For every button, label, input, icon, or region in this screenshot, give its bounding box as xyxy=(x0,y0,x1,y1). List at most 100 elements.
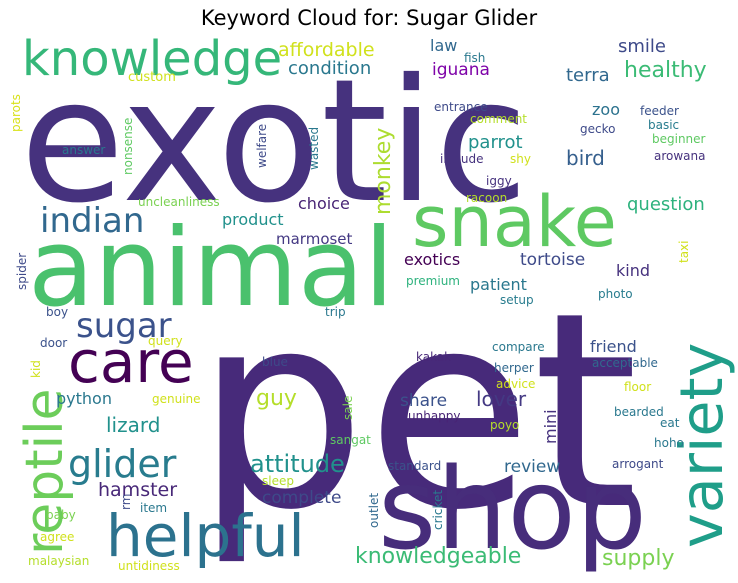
word-variety: variety xyxy=(667,343,736,548)
word-tortoise: tortoise xyxy=(520,250,585,270)
word-iggy: iggy xyxy=(486,174,512,188)
word-answer: answer xyxy=(62,143,105,157)
word-shy: shy xyxy=(510,152,531,166)
word-law: law xyxy=(430,36,457,55)
word-compare: compare xyxy=(492,340,545,354)
word-animal: animal xyxy=(28,206,394,331)
word-basic: basic xyxy=(648,118,679,132)
word-nonsense: nonsense xyxy=(121,118,135,175)
word-shop: shop xyxy=(378,445,647,575)
word-custom: custom xyxy=(128,70,176,85)
word-beginner: beginner xyxy=(652,132,706,146)
word-reptile: reptile xyxy=(15,388,75,555)
word-door: door xyxy=(40,336,67,350)
word-supply: supply xyxy=(602,546,674,571)
word-photo: photo xyxy=(598,287,633,301)
word-genuine: genuine xyxy=(152,392,201,406)
word-blue: blue xyxy=(262,355,288,369)
word-knowledgeable: knowledgeable xyxy=(355,544,521,569)
word-pet: pet xyxy=(195,254,638,569)
word-healthy: healthy xyxy=(624,58,707,83)
word-setup: setup xyxy=(500,293,534,307)
word-indian: indian xyxy=(40,201,144,241)
word-gecko: gecko xyxy=(580,122,615,136)
chart-title: Keyword Cloud for: Sugar Glider xyxy=(200,6,538,30)
word-patient: patient xyxy=(470,275,527,294)
word-terra: terra xyxy=(566,65,610,86)
word-fish: fish xyxy=(464,51,485,65)
word-kind: kind xyxy=(616,261,650,280)
word-unhappy: unhappy xyxy=(408,409,461,423)
word-racoon: racoon xyxy=(466,191,507,205)
word-iguana: iguana xyxy=(432,60,490,80)
word-advice: advice xyxy=(496,377,535,391)
word-baby: baby xyxy=(46,508,76,522)
word-review: review xyxy=(504,457,560,477)
word-product: product xyxy=(222,210,284,229)
word-spider: spider xyxy=(15,253,29,290)
word-snake: snake xyxy=(412,181,617,263)
word-welfare: welfare xyxy=(255,124,269,168)
word-comment: comment xyxy=(470,112,527,126)
word-monkey: monkey xyxy=(371,128,396,215)
word-python: python xyxy=(56,389,112,408)
word-sleep: sleep xyxy=(262,474,294,488)
word-hoho: hoho xyxy=(654,436,684,450)
word-choice: choice xyxy=(298,194,350,213)
word-malaysian: malaysian xyxy=(28,554,89,568)
word-parrot: parrot xyxy=(468,132,523,153)
word-care: care xyxy=(68,328,194,396)
word-bird: bird xyxy=(566,146,605,170)
word-arowana: arowana xyxy=(654,149,706,163)
word-bearded: bearded xyxy=(614,405,664,419)
word-zoo: zoo xyxy=(592,100,620,119)
word-acceptable: acceptable xyxy=(592,356,658,370)
word-question: question xyxy=(627,194,705,215)
word-kid: kid xyxy=(29,360,43,378)
word-sale: sale xyxy=(341,396,355,420)
word-entrance: entrance xyxy=(434,100,488,114)
word-condition: condition xyxy=(288,58,371,79)
word-query: query xyxy=(148,334,183,348)
word-helpful: helpful xyxy=(106,502,305,570)
word-exotics: exotics xyxy=(404,250,460,269)
word-feeder: feeder xyxy=(640,104,679,118)
word-herper: herper xyxy=(494,361,534,375)
word-taxi: taxi xyxy=(677,241,691,264)
word-knowledge: knowledge xyxy=(22,31,282,87)
word-standard: standard xyxy=(388,459,441,473)
word-marmoset: marmoset xyxy=(276,230,353,248)
word-hamster: hamster xyxy=(98,479,177,501)
word-parots: parots xyxy=(9,94,23,132)
word-smile: smile xyxy=(618,36,666,57)
word-attitude: attitude xyxy=(250,450,345,478)
word-mini: mini xyxy=(541,409,560,444)
word-affordable: affordable xyxy=(278,39,375,61)
word-eat: eat xyxy=(660,416,680,430)
word-poyo: poyo xyxy=(490,418,519,432)
word-floor: floor xyxy=(624,380,651,394)
word-uncleanliness: uncleanliness xyxy=(138,195,220,209)
word-cricket: cricket xyxy=(431,490,445,530)
word-trip: trip xyxy=(325,305,346,319)
word-lover: lover xyxy=(476,387,527,411)
word-share: share xyxy=(400,391,447,411)
word-premium: premium xyxy=(406,274,460,288)
word-kakak: kakak xyxy=(416,350,451,364)
word-agree: agree xyxy=(40,530,74,544)
word-friend: friend xyxy=(590,337,637,356)
word-item: item xyxy=(140,501,167,515)
word-sangat: sangat xyxy=(330,433,371,447)
word-outlet: outlet xyxy=(367,493,381,528)
word-sugar: sugar xyxy=(76,306,172,346)
word-glider: glider xyxy=(68,442,177,486)
word-include: include xyxy=(440,152,483,166)
word-arrogant: arrogant xyxy=(612,457,664,471)
word-exotic: exotic xyxy=(20,43,528,241)
word-complete: complete xyxy=(262,488,341,508)
word-boy: boy xyxy=(46,305,68,319)
word-guy: guy xyxy=(256,386,297,411)
word-untidiness: untidiness xyxy=(118,559,180,573)
word-wasted: wasted xyxy=(307,127,321,170)
